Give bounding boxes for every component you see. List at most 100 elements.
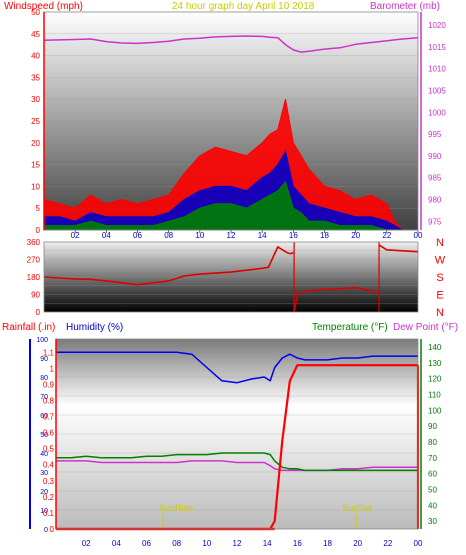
temp-y-tick: 80: [428, 438, 437, 447]
temp-y-tick: 100: [428, 406, 442, 415]
baro-y-tick: 1005: [428, 86, 446, 95]
rain-y-tick: 0.1: [43, 509, 55, 518]
climate-x-tick: 20: [353, 539, 362, 548]
direction-y-tick: 180: [27, 273, 41, 282]
climate-x-tick: 16: [293, 539, 302, 548]
direction-panel-frame: [43, 241, 419, 313]
wind-x-tick: 14: [258, 231, 267, 240]
baro-y-tick: 980: [428, 195, 442, 204]
temp-y-tick: 50: [428, 485, 437, 494]
climate-x-tick: 04: [112, 539, 121, 548]
compass-label: E: [436, 290, 443, 302]
rain-y-tick: 0.9: [43, 380, 55, 389]
dewpoint-axis-title: Dew Point (°F): [393, 322, 458, 333]
baro-y-tick: 1015: [428, 43, 446, 52]
direction-y-tick: 270: [27, 256, 41, 265]
wind-x-tick: 00: [414, 231, 423, 240]
barometer-axis-title: Barometer (mb): [370, 1, 440, 12]
wind-x-tick: 02: [71, 231, 80, 240]
humidity-y-tick: 20: [40, 489, 48, 496]
wind-x-tick: 22: [382, 231, 391, 240]
compass-label: N: [436, 307, 444, 319]
humidity-y-tick: 0: [44, 527, 48, 534]
rain-y-tick: 0.5: [43, 445, 55, 454]
sunrise-label: SunRise: [159, 503, 193, 513]
sunset-label: SunSet: [342, 503, 372, 513]
humidity-line: [56, 351, 418, 384]
rain-y-tick: 1.1: [43, 348, 55, 357]
temp-y-tick: 60: [428, 470, 437, 479]
wind-average-area: [43, 150, 418, 231]
climate-x-tick: 08: [172, 539, 181, 548]
humidity-y-tick: 90: [40, 356, 48, 363]
temp-y-tick: 120: [428, 375, 442, 384]
direction-y-tick: 360: [27, 238, 41, 247]
direction-line: [43, 245, 294, 286]
baro-y-tick: 1010: [428, 65, 446, 74]
wind-y-tick: 10: [31, 182, 40, 191]
temp-y-tick: 110: [428, 390, 441, 399]
wind-y-tick: 0: [36, 226, 41, 235]
humidity-y-tick: 10: [40, 508, 48, 515]
rain-y-tick: 0.6: [43, 429, 55, 438]
rain-y-tick: 0: [50, 525, 55, 534]
temp-y-tick: 30: [428, 517, 437, 526]
wind-y-tick: 15: [31, 161, 40, 170]
rain-y-tick: 0.8: [43, 396, 55, 405]
wind-y-tick: 40: [31, 52, 40, 61]
humidity-axis-title: Humidity (%): [66, 322, 123, 333]
graph-date-title: 24 hour graph day April 10 2018: [172, 1, 315, 12]
climate-x-tick: 00: [414, 539, 423, 548]
rain-y-tick: 0.4: [43, 461, 55, 470]
compass-label: W: [435, 255, 446, 267]
baro-y-tick: 985: [428, 174, 442, 183]
wind-x-tick: 12: [227, 231, 236, 240]
baro-y-tick: 990: [428, 152, 442, 161]
compass-label: N: [436, 237, 444, 249]
wind-y-tick: 20: [31, 139, 40, 148]
wind-y-tick: 5: [36, 204, 41, 213]
baro-y-tick: 1000: [428, 108, 446, 117]
rainfall-axis-title: Rainfall (.in): [2, 322, 55, 333]
humidity-y-tick: 60: [40, 413, 48, 420]
temp-y-tick: 70: [428, 454, 437, 463]
wind-x-tick: 16: [289, 231, 298, 240]
direction-line: [293, 286, 378, 312]
humidity-y-tick: 80: [40, 375, 48, 382]
chart-marks: 0510152025303540455097598098599099510001…: [27, 8, 447, 548]
climate-x-tick: 10: [202, 539, 211, 548]
wind-y-tick: 25: [31, 117, 40, 126]
wind-x-tick: 08: [164, 231, 173, 240]
humidity-y-tick: 40: [40, 451, 48, 458]
climate-x-tick: 06: [142, 539, 151, 548]
wind-y-tick: 45: [31, 30, 40, 39]
rain-y-tick: 0.7: [43, 413, 55, 422]
temp-y-tick: 40: [428, 501, 437, 510]
humidity-y-tick: 100: [36, 337, 48, 344]
barometer-line: [43, 35, 419, 53]
climate-x-tick: 02: [82, 539, 91, 548]
direction-y-tick: 0: [36, 308, 41, 317]
temp-y-tick: 90: [428, 422, 437, 431]
rain-y-tick: 0.2: [43, 493, 55, 502]
humidity-y-tick: 50: [40, 432, 48, 439]
climate-x-tick: 14: [263, 539, 272, 548]
temperature-axis-title: Temperature (°F): [312, 322, 388, 333]
temp-y-tick: 140: [428, 343, 442, 352]
humidity-y-tick: 70: [40, 394, 48, 401]
compass-label: S: [436, 272, 443, 284]
wind-x-tick: 10: [195, 231, 204, 240]
climate-x-tick: 18: [323, 539, 332, 548]
wind-x-tick: 18: [320, 231, 329, 240]
direction-y-tick: 90: [31, 291, 40, 300]
rain-y-tick: 1: [50, 364, 55, 373]
climate-x-tick: 12: [233, 539, 242, 548]
baro-y-tick: 995: [428, 130, 442, 139]
dewpoint-line: [56, 460, 418, 472]
baro-y-tick: 1020: [428, 21, 446, 30]
temp-y-tick: 130: [428, 359, 442, 368]
climate-x-tick: 22: [383, 539, 392, 548]
direction-line: [378, 244, 419, 253]
